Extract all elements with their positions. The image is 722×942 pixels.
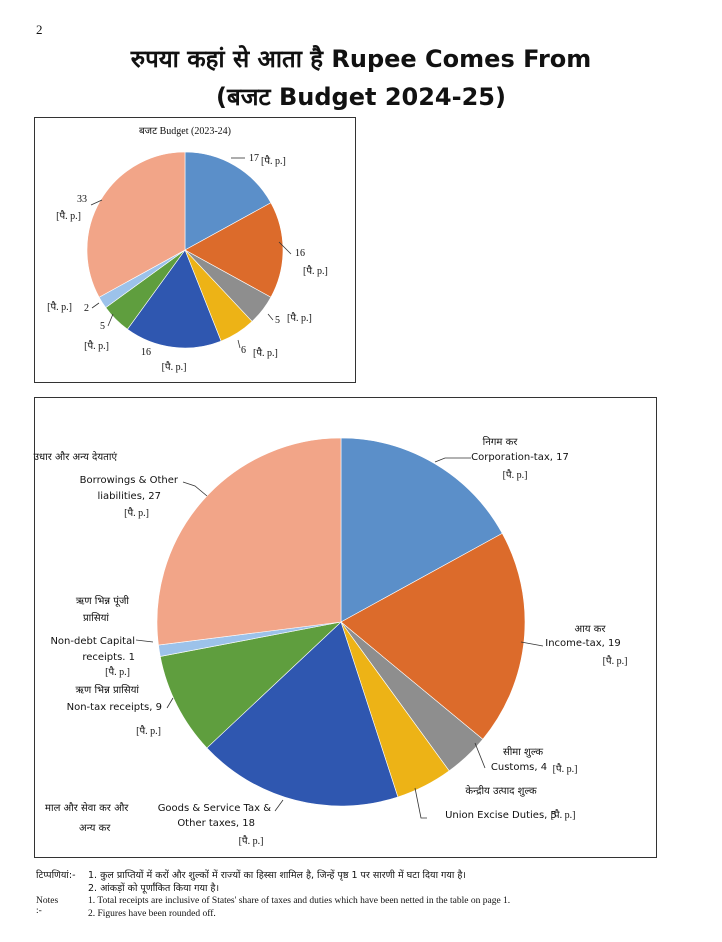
slice-label-hi-1-0: आय कर (575, 624, 607, 635)
page-subtitle: (बजट Budget 2024-25) (216, 83, 506, 111)
slice-unit-2024-2: [पै. p.] (553, 763, 578, 775)
pie-slice-1 (184, 202, 284, 298)
page-number: 2 (36, 22, 43, 37)
leader-line-2023-2 (267, 313, 274, 321)
slice-label-hi-5-0: ऋण भिन्न प्रासियां (76, 684, 140, 696)
leader-line-2024-2 (474, 742, 486, 769)
leader-line-2023-5 (107, 313, 114, 327)
slice-value-2023-2: 5 (275, 315, 280, 326)
leader-line-2024-3 (414, 787, 427, 819)
notes-label-en: Notes :- (36, 896, 59, 916)
slice-label-hi-4-0: माल और सेवा कर और (45, 802, 129, 814)
slice-value-2023-3: 6 (241, 345, 246, 356)
slice-unit-2024-0: [पै. p.] (503, 469, 528, 481)
slice-label-en-4-1: Other taxes, 18 (177, 818, 255, 829)
pie-chart-2024-25: निगम कर Corporation-tax, 17 [पै. p.] आय कर I… (34, 436, 628, 847)
slice-value-2023-6: 2 (84, 303, 89, 314)
slice-label-hi-6-1: प्रासियां (83, 612, 109, 624)
slice-label-hi-4-1: अन्य कर (79, 823, 111, 834)
leader-line-2024-7 (182, 481, 208, 497)
page-title: रुपया कहां से आता है Rupee Comes From (130, 45, 592, 73)
chart-title-2023-24: बजट Budget (2023-24) (139, 126, 231, 137)
slice-unit-2024-4: [पै. p.] (239, 835, 264, 847)
slice-unit-2024-5: [पै. p.] (136, 725, 161, 737)
pie-slice-0 (184, 151, 272, 251)
slice-label-en-4-0: Goods & Service Tax & (158, 803, 272, 814)
slice-unit-2024-7: [पै. p.] (124, 507, 149, 519)
notes-label-hi: टिप्पणियां:- (36, 870, 76, 881)
slice-unit-2024-1: [पै. p.] (603, 655, 628, 667)
pie-slice-4 (206, 621, 399, 807)
slice-unit-2023-1: [पै. p.] (303, 265, 328, 277)
note-2-en: 2. Figures have been rounded off. (88, 909, 216, 919)
pie-slice-0 (340, 437, 503, 623)
slice-unit-2023-7: [पै. p.] (56, 210, 81, 222)
leader-line-2024-5 (166, 697, 174, 709)
slice-unit-2023-0: [पै. p.] (261, 155, 286, 167)
slice-unit-2023-6: [पै. p.] (47, 301, 72, 313)
slice-unit-2023-5: [पै. p.] (84, 340, 109, 352)
slice-unit-2023-3: [पै. p.] (253, 347, 278, 359)
note-2-hi: 2. आंकड़ों को पूर्णांकित किया गया है। (88, 883, 220, 894)
slice-label-en-7-1: liabilities, 27 (97, 491, 161, 502)
slice-label-en-6-0: Non-debt Capital (50, 636, 135, 647)
leader-line-2024-6 (135, 639, 154, 643)
chart-panel-2024-25: निगम कर Corporation-tax, 17 [पै. p.] आय कर I… (34, 397, 657, 858)
slice-label-en-2-0: Customs, 4 (491, 762, 547, 773)
leader-line-2023-1 (278, 241, 292, 255)
slice-label-en-3-0: Union Excise Duties, 5 (445, 810, 557, 821)
pie-slice-1 (340, 532, 526, 740)
leader-line-2024-0 (434, 457, 471, 463)
note-1-hi: 1. कुल प्राप्तियों में करों और शुल्कों म… (88, 870, 467, 881)
leader-line-2023-3 (237, 339, 241, 349)
slice-label-en-1-0: Income-tax, 19 (545, 638, 620, 649)
slice-label-en-0-0: Corporation-tax, 17 (471, 452, 569, 463)
slice-value-2023-5: 5 (100, 321, 105, 332)
slice-label-en-5-0: Non-tax receipts, 9 (67, 702, 162, 713)
leader-line-2023-6 (91, 302, 100, 309)
slice-label-hi-7-0: उधार और अन्य देयताएं (34, 451, 118, 463)
slice-unit-2024-6: [पै. p.] (105, 666, 130, 678)
slice-unit-2024-3: [पै. p.] (551, 809, 576, 821)
slice-label-en-6-1: receipts. 1 (82, 652, 135, 663)
pie-slice-7 (156, 437, 342, 646)
pie-chart-2023-24: बजट Budget (2023-24) 17 [पै. p.]16[पै. p.… (47, 126, 328, 373)
slice-value-2023-0: 17 (249, 153, 259, 164)
slice-label-hi-3-0: केन्द्रीय उत्पाद शुल्क (465, 785, 537, 797)
note-1-en: 1. Total receipts are inclusive of State… (88, 896, 511, 906)
slice-value-2023-7: 33 (77, 194, 87, 205)
chart-panel-2023-24: बजट Budget (2023-24) 17 [पै. p.] 16 [पै. p.… (34, 117, 356, 383)
leader-line-2024-4 (274, 799, 284, 812)
pie-slice-5 (159, 621, 342, 749)
slice-unit-2023-4: [पै. p.] (162, 361, 187, 373)
leader-line-2023-7 (90, 199, 103, 206)
pie-slice-4 (126, 249, 222, 349)
slice-label-hi-2-0: सीमा शुल्क (503, 746, 543, 758)
slice-unit-2023-2: [पै. p.] (287, 312, 312, 324)
leader-line-2024-1 (520, 641, 544, 647)
slice-value-2023-4: 16 (141, 347, 151, 358)
slice-value-2023-1: 16 (295, 248, 305, 259)
slice-label-hi-0-0: निगम कर (483, 436, 519, 448)
slice-label-hi-6-0: ऋण भिन्न पूंजी (76, 595, 130, 607)
slice-label-en-7-0: Borrowings & Other (80, 475, 179, 486)
